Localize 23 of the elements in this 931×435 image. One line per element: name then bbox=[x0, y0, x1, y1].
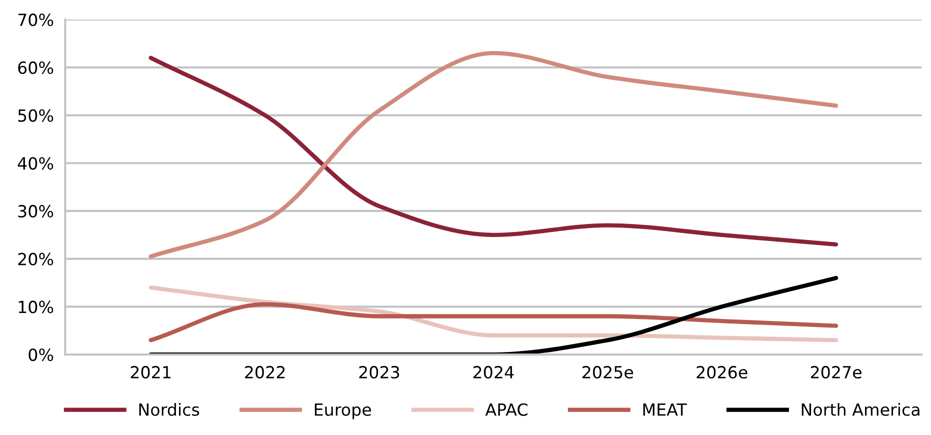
y-tick-label: 30% bbox=[18, 204, 54, 218]
y-tick-label: 40% bbox=[18, 157, 54, 170]
legend-label: APAC bbox=[485, 403, 528, 416]
legend-label: MEAT bbox=[643, 404, 687, 416]
line-series bbox=[148, 285, 838, 342]
line-series bbox=[148, 302, 838, 342]
y-tick-label: 20% bbox=[18, 252, 54, 266]
y-tick-label: 0% bbox=[28, 348, 54, 362]
x-tick-label: 2022 bbox=[245, 366, 285, 379]
x-tick-label: 2021 bbox=[130, 366, 170, 379]
y-tick-label: 10% bbox=[18, 300, 54, 314]
x-tick-label: 2024 bbox=[473, 366, 514, 379]
legend-label: Nordics bbox=[139, 403, 200, 416]
line-series bbox=[148, 276, 838, 355]
legend-label: Europe bbox=[314, 404, 371, 420]
y-tick-label: 60% bbox=[18, 61, 54, 74]
y-tick-label: 70% bbox=[18, 14, 54, 26]
y-tick-label: 50% bbox=[18, 109, 54, 122]
x-tick-label: 2025e bbox=[582, 366, 634, 379]
x-tick-label: 2026e bbox=[696, 366, 748, 379]
x-tick-label: 2023 bbox=[359, 366, 400, 379]
legend-label: North America bbox=[802, 403, 920, 416]
x-tick-label: 2027e bbox=[810, 366, 862, 379]
